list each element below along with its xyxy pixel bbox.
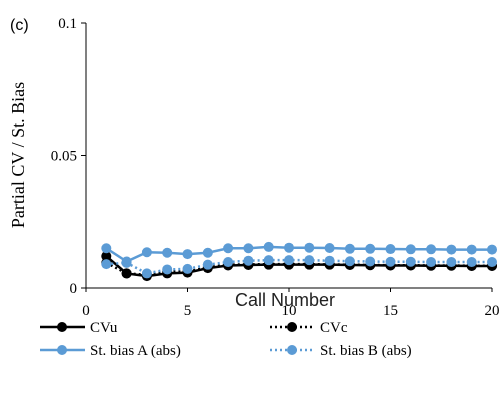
legend: CVu CVc St. bias A (abs) St. bias B (abs) — [40, 320, 412, 359]
data-point — [344, 256, 355, 267]
legend-item: CVc — [270, 320, 348, 336]
data-point — [263, 241, 274, 252]
data-point — [284, 242, 294, 253]
data-point — [223, 257, 234, 268]
data-point — [304, 242, 315, 253]
legend-label: CVc — [320, 320, 348, 336]
data-point — [101, 243, 112, 254]
x-tick-label: 20 — [485, 303, 500, 319]
series-3 — [101, 255, 497, 279]
legend-item: St. bias B (abs) — [270, 343, 412, 359]
y-tick-label: 0 — [70, 281, 78, 297]
data-point — [162, 264, 173, 275]
panel-label: (c) — [10, 17, 29, 34]
legend-swatch-marker — [287, 345, 297, 355]
x-tick-label: 10 — [282, 303, 297, 319]
legend-label: St. bias B (abs) — [320, 343, 412, 359]
data-point — [202, 259, 213, 270]
data-point — [162, 247, 173, 258]
data-point — [324, 255, 335, 266]
data-point — [121, 268, 132, 279]
data-point — [385, 244, 396, 255]
legend-item: St. bias A (abs) — [40, 343, 181, 359]
data-point — [466, 244, 477, 255]
data-point — [446, 257, 457, 268]
data-point — [344, 243, 355, 254]
data-point — [101, 259, 112, 270]
series-0 — [101, 251, 497, 282]
x-tick-label: 0 — [82, 303, 90, 319]
data-point — [466, 257, 477, 268]
axes: 0 0.05 0.1 0 5 10 15 20 — [51, 16, 500, 319]
series-layer — [101, 241, 497, 282]
legend-label: St. bias A (abs) — [90, 343, 181, 359]
data-point — [405, 256, 416, 267]
y-tick-label: 0.1 — [58, 16, 77, 32]
data-point — [182, 263, 193, 274]
data-point — [426, 257, 437, 268]
legend-item: CVu — [40, 320, 118, 336]
data-point — [141, 247, 152, 258]
data-point — [304, 255, 315, 266]
x-tick-label: 15 — [383, 303, 398, 319]
legend-swatch-marker — [57, 345, 67, 355]
x-tick-label: 5 — [184, 303, 192, 319]
x-axis-label: Call Number — [235, 290, 335, 310]
legend-swatch-marker — [287, 322, 297, 332]
data-point — [141, 268, 152, 279]
data-point — [426, 244, 437, 255]
data-point — [243, 243, 254, 254]
data-point — [182, 249, 193, 260]
data-point — [487, 244, 497, 255]
data-point — [324, 242, 335, 253]
series-line — [105, 261, 492, 277]
y-tick-label: 0.05 — [51, 149, 77, 165]
data-point — [202, 247, 213, 258]
data-point — [446, 244, 457, 255]
y-axis-label: Partial CV / St. Bias — [8, 82, 28, 228]
data-point — [405, 244, 416, 255]
data-point — [487, 257, 497, 268]
data-point — [284, 255, 294, 266]
data-point — [365, 256, 376, 267]
data-point — [385, 256, 396, 267]
data-point — [121, 257, 132, 268]
data-point — [243, 255, 254, 266]
legend-swatch-marker — [57, 322, 67, 332]
data-point — [365, 243, 376, 254]
data-point — [263, 255, 274, 266]
data-point — [223, 243, 234, 254]
legend-label: CVu — [90, 320, 118, 336]
